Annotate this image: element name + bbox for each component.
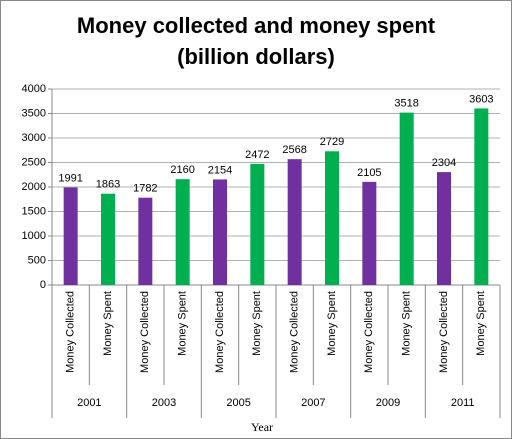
series-label: Money Collected xyxy=(214,291,226,373)
data-label: 1991 xyxy=(58,172,82,184)
x-tick-label: 2007 xyxy=(301,397,325,409)
data-label: 2472 xyxy=(245,149,269,161)
data-label: 2105 xyxy=(357,167,381,179)
series-label: Money Spent xyxy=(177,291,189,356)
x-tick-label: 2005 xyxy=(226,397,250,409)
bar xyxy=(175,179,190,285)
x-tick-label: 2009 xyxy=(376,397,400,409)
series-label: Money Collected xyxy=(289,291,301,373)
series-label: Money Spent xyxy=(326,291,338,356)
data-label: 2304 xyxy=(432,157,456,169)
bar xyxy=(399,112,414,285)
data-label: 3603 xyxy=(469,93,493,105)
series-label: Money Spent xyxy=(102,291,114,356)
y-tick-label: 0 xyxy=(40,279,46,291)
bar xyxy=(250,163,265,285)
data-label: 2160 xyxy=(170,164,194,176)
chart-title: (billion dollars) xyxy=(177,44,335,69)
bar xyxy=(474,108,489,285)
bar xyxy=(325,151,339,285)
bar xyxy=(213,179,227,285)
chart-title: Money collected and money spent xyxy=(77,13,436,38)
series-label: Money Collected xyxy=(438,291,450,373)
bar xyxy=(101,193,115,285)
y-tick-label: 1000 xyxy=(22,230,46,242)
bar xyxy=(287,159,302,285)
bar xyxy=(63,187,78,285)
bar xyxy=(437,172,451,285)
y-tick-label: 4000 xyxy=(22,83,46,95)
x-tick-label: 2003 xyxy=(152,397,176,409)
y-tick-label: 2500 xyxy=(22,156,46,168)
data-label: 2729 xyxy=(320,136,344,148)
series-label: Money Collected xyxy=(363,291,375,373)
y-tick-label: 2000 xyxy=(22,181,46,193)
x-tick-label: 2011 xyxy=(451,397,475,409)
series-label: Money Collected xyxy=(65,291,77,373)
y-tick-label: 3000 xyxy=(22,132,46,144)
series-label: Money Spent xyxy=(475,291,487,356)
y-tick-label: 1500 xyxy=(22,205,46,217)
series-label: Money Spent xyxy=(401,291,413,356)
data-label: 2154 xyxy=(208,164,232,176)
data-label: 1782 xyxy=(133,183,157,195)
y-tick-label: 500 xyxy=(28,254,46,266)
x-tick-label: 2001 xyxy=(77,397,101,409)
series-label: Money Spent xyxy=(251,291,263,356)
bar xyxy=(362,181,377,285)
data-label: 3518 xyxy=(394,98,418,110)
y-tick-label: 3500 xyxy=(22,107,46,119)
data-label: 2568 xyxy=(282,144,306,156)
x-axis-label: Year xyxy=(251,420,273,434)
bar xyxy=(138,197,153,285)
data-label: 1863 xyxy=(96,179,120,191)
series-label: Money Collected xyxy=(139,291,151,373)
